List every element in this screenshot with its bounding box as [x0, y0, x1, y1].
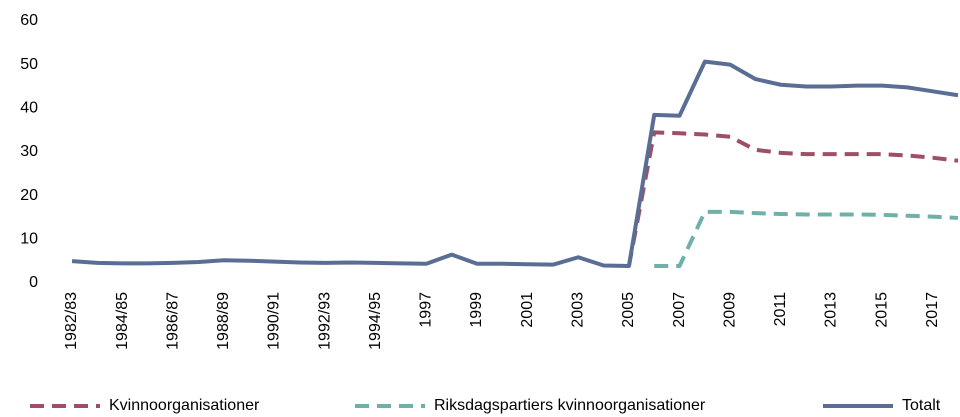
x-tick-label: 1992/93 [316, 292, 333, 350]
legend-label: Kvinnoorganisationer [109, 397, 260, 414]
legend-label: Totalt [902, 397, 941, 414]
y-tick-label: 30 [20, 143, 38, 160]
x-tick-label: 1990/91 [266, 292, 283, 350]
y-tick-label: 40 [20, 100, 38, 117]
series-line [71, 59, 959, 268]
x-tick-label: 2015 [873, 292, 890, 328]
x-tick-label: 1984/85 [114, 292, 131, 350]
x-tick-label: 2001 [519, 292, 536, 328]
y-tick-label: 0 [29, 274, 38, 291]
series-line [654, 209, 959, 268]
x-tick-label: 2007 [671, 292, 688, 328]
x-tick-label: 1997 [418, 292, 435, 328]
x-tick-label: 2013 [823, 292, 840, 328]
x-tick-label: 1982/83 [63, 292, 80, 350]
x-tick-label: 2011 [772, 292, 789, 327]
x-tick-label: 2009 [721, 292, 738, 328]
x-tick-label: 2005 [620, 292, 637, 328]
x-tick-label: 1986/87 [164, 292, 181, 350]
legend-label: Riksdagspartiers kvinnoorganisationer [434, 397, 706, 414]
x-tick-label: 1994/95 [367, 292, 384, 350]
series-line [626, 130, 959, 267]
x-tick-label: 2003 [570, 292, 587, 328]
x-tick-label: 1988/89 [215, 292, 232, 350]
y-tick-label: 60 [20, 12, 38, 29]
x-tick-label: 2017 [924, 292, 941, 328]
x-tick-label: 1999 [468, 292, 485, 328]
y-tick-label: 50 [20, 56, 38, 73]
y-tick-label: 10 [20, 231, 38, 248]
y-tick-label: 20 [20, 187, 38, 204]
